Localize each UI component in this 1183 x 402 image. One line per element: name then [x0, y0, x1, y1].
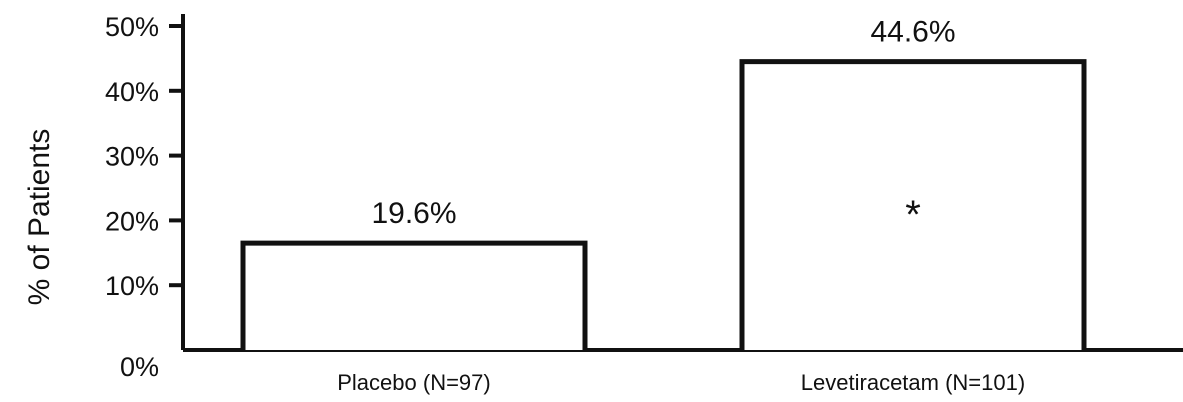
y-axis-title: % of Patients [23, 129, 56, 306]
data-label: 19.6% [371, 197, 456, 230]
y-tick-label: 50% [105, 12, 159, 42]
bar [739, 59, 1087, 350]
x-category-label: Levetiracetam (N=101) [801, 370, 1025, 395]
bar [240, 240, 588, 350]
significance-marker: * [905, 193, 921, 237]
y-tick-label: 30% [105, 142, 159, 172]
y-tick-label: 20% [105, 206, 159, 236]
x-category-label: Placebo (N=97) [337, 370, 490, 395]
bars: 19.6% 44.6% * [240, 16, 1087, 350]
data-label: 44.6% [870, 16, 955, 49]
y-tick-label: 0% [120, 352, 159, 382]
category-labels: Placebo (N=97) Levetiracetam (N=101) [337, 370, 1025, 395]
y-tick-label: 10% [105, 271, 159, 301]
y-tick-label: 40% [105, 77, 159, 107]
